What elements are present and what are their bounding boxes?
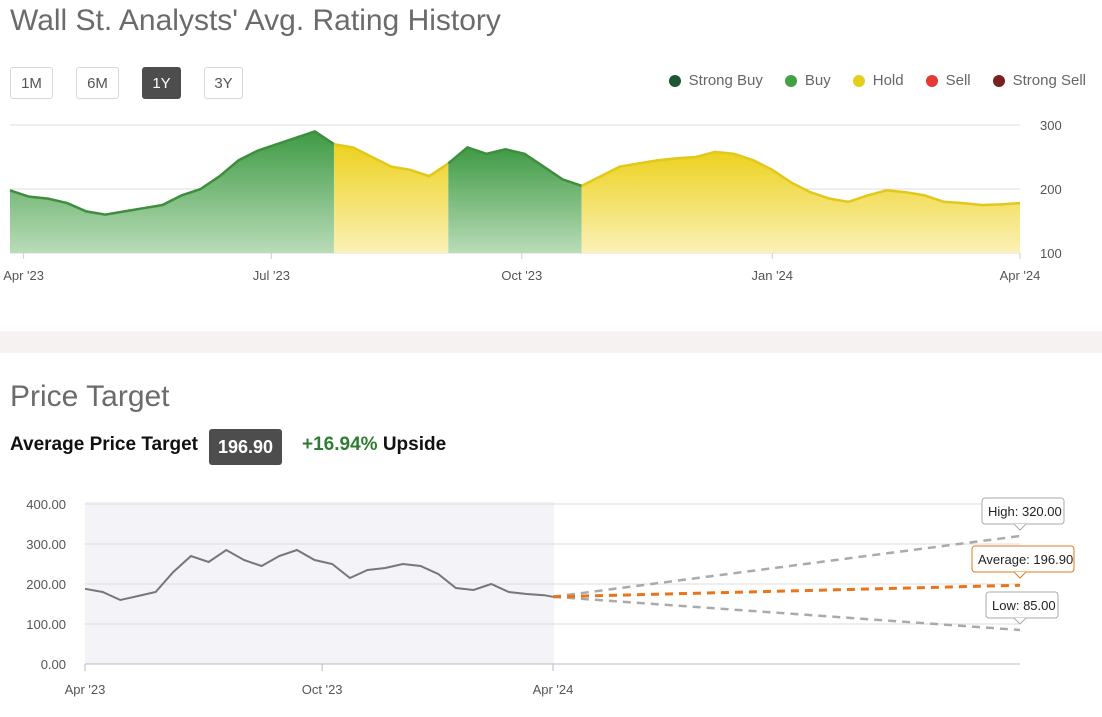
y-tick-label: 100.00 xyxy=(26,617,66,632)
hold-area xyxy=(333,144,449,253)
strong-buy-dot-icon xyxy=(668,74,681,87)
low-label: Low: 85.00 xyxy=(992,598,1056,613)
y-tick-label: 0.00 xyxy=(41,657,66,672)
y-tick-label: 200.00 xyxy=(26,577,66,592)
y-tick-label: 200 xyxy=(1040,182,1062,197)
legend-label: Hold xyxy=(872,72,904,89)
strong-sell-dot-icon xyxy=(992,74,1005,87)
rating-history-title: Wall St. Analysts' Avg. Rating History xyxy=(10,4,501,37)
y-tick-label: 300 xyxy=(1040,118,1062,133)
legend-strong-sell[interactable]: Strong Sell xyxy=(992,72,1086,89)
upside-label: Upside xyxy=(382,434,447,455)
high-label: High: 320.00 xyxy=(988,504,1062,519)
range-1y-button[interactable]: 1Y xyxy=(142,67,181,99)
section-divider xyxy=(0,331,1102,353)
legend-buy[interactable]: Buy xyxy=(784,72,831,89)
price-target-title: Price Target xyxy=(10,380,170,413)
average-projection-line xyxy=(552,583,1021,599)
history-shade xyxy=(85,502,554,664)
avg-price-target-badge: 196.90 xyxy=(209,429,283,465)
legend-label: Buy xyxy=(804,72,831,89)
hold-area xyxy=(581,151,1020,253)
x-tick-label: Jul '23 xyxy=(253,268,290,283)
buy-area xyxy=(10,131,334,253)
sell-dot-icon xyxy=(925,74,938,87)
high-callout: High: 320.00 xyxy=(981,497,1065,531)
y-tick-label: 400.00 xyxy=(26,497,66,512)
rating-history-chart: 300 200 100 Apr '23 Jul '23 Oct '23 Jan '24 Ap… xyxy=(3,118,1062,283)
upside-text: +16.94% Upside xyxy=(302,434,446,456)
hold-line xyxy=(581,150,1021,207)
low-callout: Low: 85.00 xyxy=(985,591,1059,625)
legend-label: Sell xyxy=(945,72,971,89)
buy-line xyxy=(9,130,335,216)
legend-label: Strong Sell xyxy=(1012,72,1086,89)
buy-line xyxy=(447,145,583,187)
high-projection-line xyxy=(552,534,1021,599)
rating-legend: Strong Buy Buy Hold Sell Strong Sell xyxy=(668,72,1086,89)
range-1m-button[interactable]: 1M xyxy=(10,67,53,99)
avg-price-target-label: Average Price Target xyxy=(10,434,198,455)
range-3y-button[interactable]: 3Y xyxy=(204,67,243,99)
legend-strong-buy[interactable]: Strong Buy xyxy=(668,72,763,89)
hold-dot-icon xyxy=(852,74,865,87)
x-tick-label: Oct '23 xyxy=(302,682,343,697)
x-tick-label: Apr '23 xyxy=(65,682,106,697)
x-tick-label: Apr '23 xyxy=(3,268,44,283)
y-tick-label: 100 xyxy=(1040,246,1062,261)
low-projection-line xyxy=(552,595,1021,632)
x-tick-label: Apr '24 xyxy=(533,682,574,697)
x-tick-label: Jan '24 xyxy=(752,268,794,283)
upside-percent: +16.94% xyxy=(302,434,378,455)
legend-sell[interactable]: Sell xyxy=(925,72,971,89)
range-6m-button[interactable]: 6M xyxy=(76,67,119,99)
buy-dot-icon xyxy=(784,74,797,87)
average-label: Average: 196.90 xyxy=(978,552,1073,567)
x-tick-label: Oct '23 xyxy=(501,268,542,283)
price-target-chart: 400.00 300.00 200.00 100.00 0.00 Apr '23 Oct … xyxy=(26,497,1075,697)
price-line xyxy=(84,548,554,602)
buy-area xyxy=(448,147,582,253)
y-tick-label: 300.00 xyxy=(26,537,66,552)
average-callout: Average: 196.90 xyxy=(971,545,1075,579)
legend-hold[interactable]: Hold xyxy=(852,72,904,89)
x-tick-label: Apr '24 xyxy=(1000,268,1041,283)
hold-line xyxy=(333,142,449,178)
legend-label: Strong Buy xyxy=(688,72,763,89)
